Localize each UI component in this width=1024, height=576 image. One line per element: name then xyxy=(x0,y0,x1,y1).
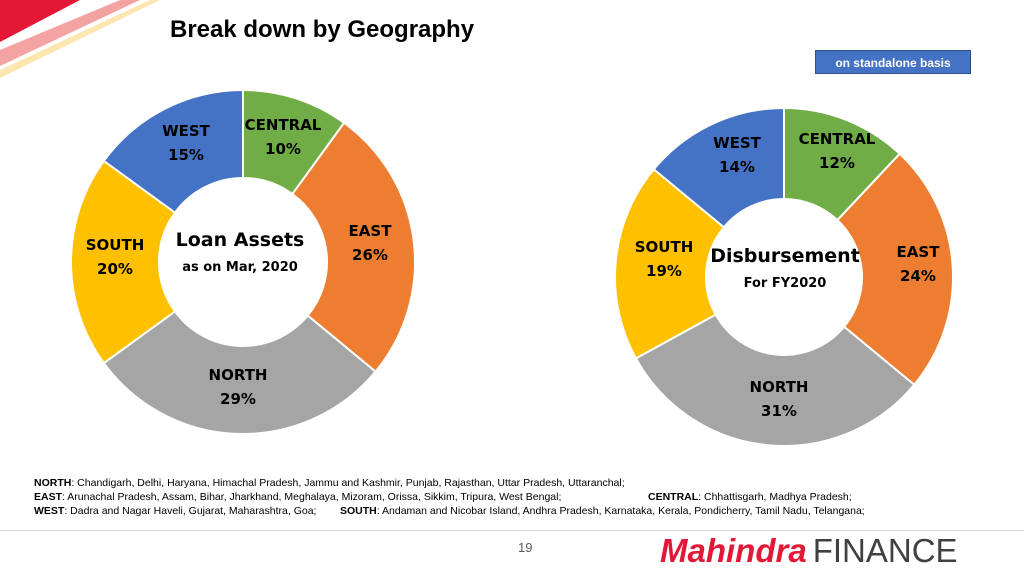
footnote-south-text: : Andaman and Nicobar Island, Andhra Pra… xyxy=(376,505,865,517)
disbursement-label-south: SOUTH xyxy=(635,238,694,256)
loan-assets-label-east: EAST xyxy=(349,222,393,240)
loan-assets-value-north: 29% xyxy=(220,390,256,408)
footnote-west-text: : Dadra and Nagar Haveli, Gujarat, Mahar… xyxy=(64,505,317,517)
disbursement-value-north: 31% xyxy=(761,402,797,420)
disbursement-label-north: NORTH xyxy=(750,378,809,396)
loan-assets-slice-south xyxy=(70,159,177,365)
loan-assets-value-east: 26% xyxy=(352,246,388,264)
loan-assets-label-south: SOUTH xyxy=(86,236,145,254)
footnote-north-text: : Chandigarh, Delhi, Haryana, Himachal P… xyxy=(71,477,625,489)
disbursement-center-subtitle: For FY2020 xyxy=(744,276,827,291)
loan-assets-label-west: WEST xyxy=(162,122,211,140)
slide-title: Break down by Geography xyxy=(170,16,475,43)
disbursement-slice-east xyxy=(835,152,954,387)
disbursement-value-east: 24% xyxy=(900,267,936,285)
loan-assets-center-title: Loan Assets xyxy=(176,229,305,251)
loan-assets-label-north: NORTH xyxy=(209,366,268,384)
disbursement-label-west: WEST xyxy=(713,134,762,152)
loan-assets-center-subtitle: as on Mar, 2020 xyxy=(182,260,298,275)
disbursement-value-central: 12% xyxy=(819,154,855,172)
footnote-west-label: WEST xyxy=(34,505,65,517)
footnote-central: CENTRAL: Chhattisgarh, Madhya Pradesh; xyxy=(648,490,852,504)
footnote-south-label: SOUTH xyxy=(340,505,377,517)
footnote-east-text: : Arunachal Pradesh, Assam, Bihar, Jhark… xyxy=(62,491,562,503)
footnote-north-label: NORTH xyxy=(34,477,72,489)
disbursement-slice-south xyxy=(614,167,726,360)
footnote-north: NORTH: Chandigarh, Delhi, Haryana, Himac… xyxy=(34,476,625,490)
loan-assets-slice-east xyxy=(290,121,416,374)
footnote-east-central: EAST: Arunachal Pradesh, Assam, Bihar, J… xyxy=(34,490,852,504)
footnote-west-south: WEST: Dadra and Nagar Haveli, Gujarat, M… xyxy=(34,504,865,518)
standalone-basis-badge: on standalone basis xyxy=(815,50,971,74)
mahindra-finance-logo: Mahindra FINANCE xyxy=(660,532,958,572)
page-number: 19 xyxy=(518,540,533,555)
disbursement-slice-west xyxy=(652,106,785,229)
footnote-east-label: EAST xyxy=(34,491,63,503)
loan-assets-value-central: 10% xyxy=(265,140,301,158)
region-footnotes: NORTH: Chandigarh, Delhi, Haryana, Himac… xyxy=(34,476,865,518)
loan-assets-value-south: 20% xyxy=(97,260,133,278)
disbursement-value-south: 19% xyxy=(646,262,682,280)
disbursement-center-title: Disbursement xyxy=(710,245,860,267)
disbursement-value-west: 14% xyxy=(719,158,755,176)
footnote-south: SOUTH: Andaman and Nicobar Island, Andhr… xyxy=(340,504,865,518)
disbursement-label-central: CENTRAL xyxy=(799,130,876,148)
loan-assets-value-west: 15% xyxy=(168,146,204,164)
logo-brand-text: Mahindra xyxy=(660,532,807,569)
footnote-central-label: CENTRAL xyxy=(648,491,699,503)
loan-assets-slice-west xyxy=(102,88,244,215)
logo-suffix-text: FINANCE xyxy=(812,532,958,569)
loan-assets-slice-north xyxy=(102,309,377,435)
corner-stripe-decoration xyxy=(0,0,160,78)
loan-assets-label-central: CENTRAL xyxy=(245,116,322,134)
footer-divider xyxy=(0,530,1024,531)
footnote-central-text: : Chhattisgarh, Madhya Pradesh; xyxy=(698,491,852,503)
disbursement-slice-north xyxy=(634,313,916,447)
disbursement-label-east: EAST xyxy=(897,243,941,261)
